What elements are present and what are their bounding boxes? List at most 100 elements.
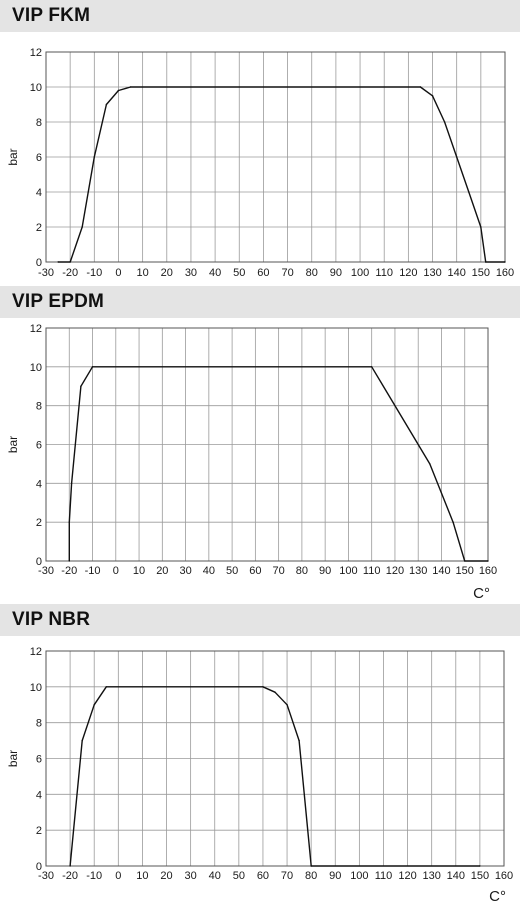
pressure-temperature-chart: -30 -20 -10 0 10 20 30 40 50 60 70 80 90 100 110 120 130… (6, 47, 514, 279)
x-tick-label: 150 (472, 267, 490, 279)
data-point (117, 89, 120, 92)
x-tick-label: -30 (38, 565, 54, 577)
data-point (443, 121, 446, 123)
data-point (431, 95, 434, 97)
series-line (68, 366, 488, 562)
y-tick-label: 6 (36, 440, 42, 452)
series-line (58, 86, 505, 263)
x-tick-label: 60 (257, 870, 269, 882)
y-tick-label: 8 (36, 718, 42, 730)
x-tick-label: 0 (115, 870, 121, 882)
data-point (80, 385, 82, 387)
x-tick-label: 10 (133, 565, 145, 577)
x-tick-label: -10 (85, 565, 101, 577)
panel-header: VIP FKM (0, 0, 520, 32)
data-point (70, 482, 73, 485)
x-tick-label: -30 (38, 267, 54, 279)
x-axis-label: C° (473, 585, 490, 602)
data-point (105, 103, 108, 106)
y-tick-label: 0 (36, 861, 42, 873)
y-tick-label: 0 (36, 556, 42, 568)
chart-title: VIP FKM (12, 5, 91, 26)
y-tick-label: 6 (36, 754, 42, 766)
y-axis-label: bar (6, 750, 20, 767)
x-tick-label: -20 (62, 870, 78, 882)
x-tick-label: 20 (156, 565, 168, 577)
x-tick-label: 50 (233, 870, 245, 882)
y-tick-label: 2 (36, 517, 42, 529)
chart-panel-epdm: VIP EPDM -30 -20 -10 0 10 20 30 40 50 60 70 80 90 100… (0, 286, 520, 604)
plot-area-border (45, 650, 505, 867)
x-tick-label: 10 (136, 870, 148, 882)
x-tick-label: 110 (375, 267, 393, 279)
x-tick-label: 40 (209, 267, 221, 279)
y-axis-label: bar (6, 148, 20, 165)
x-tick-label: 90 (330, 267, 342, 279)
data-point (370, 366, 373, 368)
x-tick-label: 80 (306, 267, 318, 279)
data-point (487, 560, 489, 562)
chart-panel-nbr: VIP NBR -30 -20 -10 0 10 20 30 40 50 60 70 80 90 100 1… (0, 604, 520, 904)
data-point (455, 156, 458, 158)
x-tick-label: 40 (209, 870, 221, 882)
y-tick-label: 10 (30, 682, 42, 694)
x-tick-label: 160 (496, 267, 514, 279)
y-tick-label: 10 (30, 82, 42, 94)
x-tick-label: 90 (319, 565, 331, 577)
y-tick-label: 2 (36, 222, 42, 234)
x-tick-label: 30 (185, 870, 197, 882)
panel-header: VIP EPDM (0, 286, 520, 318)
x-tick-label: -20 (61, 565, 77, 577)
data-point (69, 261, 71, 263)
x-tick-label: 10 (137, 267, 149, 279)
y-tick-label: 10 (30, 362, 42, 374)
x-tick-label: 40 (203, 565, 215, 577)
pressure-temperature-chart: -30 -20 -10 0 10 20 30 40 50 60 70 80 90 100 110 120 130… (6, 646, 513, 904)
series-line (69, 686, 480, 867)
y-tick-label: 8 (36, 401, 42, 413)
x-tick-label: 110 (363, 565, 381, 577)
x-tick-label: 90 (329, 870, 341, 882)
data-point (419, 86, 422, 88)
y-tick-label: 12 (30, 323, 42, 335)
data-point (484, 261, 487, 263)
x-tick-label: 100 (351, 267, 369, 279)
y-tick-label: 6 (36, 152, 42, 164)
data-point (68, 560, 70, 562)
data-point (429, 463, 431, 465)
y-tick-label: 2 (36, 825, 42, 837)
x-tick-label: 0 (115, 267, 121, 279)
data-point (480, 226, 482, 228)
y-axis-label: bar (6, 436, 20, 453)
x-tick-label: 100 (339, 565, 357, 577)
data-point (91, 366, 94, 368)
x-tick-label: 50 (233, 267, 245, 279)
x-tick-label: 20 (161, 267, 173, 279)
data-point (286, 704, 288, 706)
chart-title: VIP NBR (12, 609, 91, 630)
data-point (464, 560, 466, 562)
y-tick-label: 8 (36, 117, 42, 129)
data-point (69, 865, 71, 867)
data-point (274, 691, 276, 693)
x-tick-label: 160 (495, 870, 513, 882)
data-point (262, 686, 264, 688)
data-point (468, 191, 470, 193)
y-tick-label: 12 (30, 646, 42, 658)
y-tick-label: 4 (36, 789, 42, 801)
x-tick-label: 70 (273, 565, 285, 577)
chart-title: VIP EPDM (12, 291, 105, 312)
x-tick-label: 130 (409, 565, 427, 577)
data-point (479, 865, 481, 867)
x-tick-label: 50 (226, 565, 238, 577)
x-tick-label: 30 (179, 565, 191, 577)
data-point (452, 521, 454, 523)
pressure-temperature-chart: -30 -20 -10 0 10 20 30 40 50 60 70 80 90 100 110 120 130… (6, 323, 497, 602)
x-tick-label: 110 (375, 870, 393, 882)
x-tick-label: 140 (447, 870, 465, 882)
data-point (57, 261, 59, 263)
x-tick-label: -30 (38, 870, 54, 882)
x-tick-label: 120 (398, 870, 416, 882)
x-axis-label: C° (489, 888, 506, 904)
x-tick-label: -10 (86, 870, 102, 882)
